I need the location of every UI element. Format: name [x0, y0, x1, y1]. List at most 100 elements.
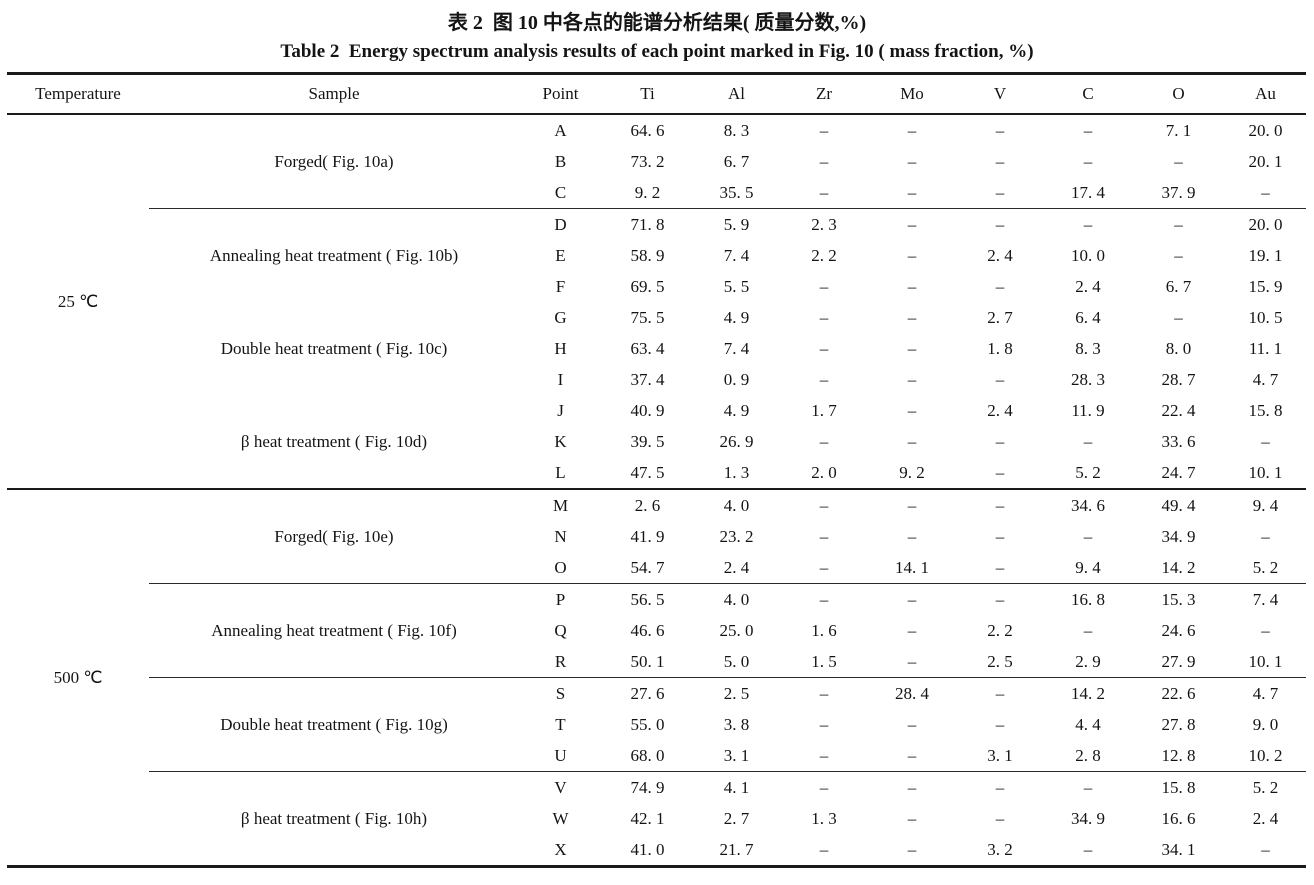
value-cell: –	[907, 589, 917, 609]
column-header-al: Al	[693, 73, 780, 115]
table-row: β heat treatment ( Fig. 10h) V 74. 9 4. 1 – –…	[7, 772, 1306, 828]
value-cell: 1. 3	[811, 808, 837, 828]
value-cell: –	[819, 777, 829, 797]
point-cell: R	[519, 646, 602, 678]
value-cell: 3. 8	[723, 714, 750, 734]
value-cell: 7. 4	[723, 245, 750, 265]
value-cell: 2. 4	[1075, 276, 1101, 296]
value-cell: 5. 9	[723, 214, 750, 234]
value-cell: 2. 9	[1044, 646, 1132, 678]
table-row: Annealing heat treatment ( Fig. 10f) P 56.…	[7, 583, 1306, 678]
value-cell: 12. 8	[1132, 740, 1225, 772]
table-row: F 69. 5 5. 5 – – – 2. 4 6. 7 15. 9	[7, 271, 1306, 302]
value-cell: 41. 0	[630, 839, 665, 859]
sample-cell: Double heat treatment ( Fig. 10g)	[149, 677, 519, 772]
table-row: H 63. 4 7. 4 – – 1. 8 8. 3 8. 0 11. 1	[7, 333, 1306, 364]
sample-cell: β heat treatment ( Fig. 10d)	[149, 395, 519, 490]
column-header-o: O	[1132, 73, 1225, 115]
value-cell: –	[907, 338, 917, 358]
value-cell: 2. 4	[987, 400, 1013, 420]
point-cell: I	[557, 369, 564, 389]
table-row: N 41. 9 23. 2 – – – – 34. 9 –	[7, 521, 1306, 552]
value-cell: –	[995, 683, 1005, 703]
value-cell: 7. 4	[1252, 589, 1279, 609]
value-cell: –	[995, 151, 1005, 171]
value-cell: 9. 2	[868, 457, 956, 490]
value-cell: 16. 8	[1071, 589, 1105, 609]
table-row: O 54. 7 2. 4–14. 1–9. 4 14. 2 5. 2	[7, 552, 1306, 584]
value-cell: 20. 0	[1248, 120, 1283, 140]
value-cell: 5. 2	[1225, 552, 1306, 584]
point-cell: X	[554, 839, 567, 859]
value-cell: 2. 8	[1044, 740, 1132, 772]
value-cell: 10. 1	[1225, 646, 1306, 678]
value-cell: –	[956, 177, 1044, 209]
value-cell: –	[907, 214, 917, 234]
value-cell: 11. 9	[1071, 400, 1105, 420]
column-header-zr: Zr	[780, 73, 868, 115]
table-row: W 42. 1 2. 7 1. 3 – – 34. 9 16. 6 2. 4	[7, 803, 1306, 834]
value-cell: –	[780, 177, 868, 209]
value-cell: –	[995, 714, 1005, 734]
value-cell: 71. 8	[630, 214, 665, 234]
value-cell: –	[1083, 431, 1093, 451]
value-cell: 9. 4	[1252, 495, 1279, 515]
value-cell: 34. 1	[1161, 839, 1196, 859]
value-cell: 54. 7	[602, 552, 693, 584]
column-header-temperature: Temperature	[7, 73, 149, 115]
value-cell: 1. 7	[811, 400, 837, 420]
value-cell: 15. 8	[1161, 777, 1196, 797]
value-cell: –	[868, 740, 956, 772]
value-cell: 15. 8	[1248, 400, 1283, 420]
value-cell: –	[1083, 214, 1093, 234]
value-cell: 25. 0	[719, 620, 754, 640]
value-cell: 24. 6	[1161, 620, 1196, 640]
value-cell: 34. 6	[1071, 495, 1105, 515]
value-cell: 20. 1	[1248, 151, 1283, 171]
table-row: T 55. 0 3. 8 – – – 4. 4 27. 8 9. 0	[7, 709, 1306, 740]
value-cell: –	[868, 646, 956, 678]
value-cell: 64. 6	[630, 120, 665, 140]
value-cell: 6. 7	[723, 151, 750, 171]
value-cell: 1. 8	[987, 338, 1013, 358]
point-cell: Q	[554, 620, 567, 640]
point-cell: E	[555, 245, 566, 265]
value-cell: –	[819, 714, 829, 734]
value-cell: 10. 0	[1071, 245, 1105, 265]
value-cell: 4. 9	[723, 400, 750, 420]
value-cell: –	[819, 839, 829, 859]
value-cell: 10. 5	[1248, 307, 1283, 327]
value-cell: 21. 7	[719, 839, 754, 859]
value-cell: –	[907, 400, 917, 420]
value-cell: 0. 9	[723, 369, 750, 389]
value-cell: –	[907, 369, 917, 389]
value-cell: –	[1261, 839, 1270, 859]
value-cell: –	[995, 808, 1005, 828]
value-cell: 1. 5	[780, 646, 868, 678]
sample-cell: β heat treatment ( Fig. 10h)	[240, 808, 428, 828]
value-cell: 9. 0	[1252, 714, 1279, 734]
value-cell: 4. 7	[1252, 683, 1279, 703]
value-cell: 1. 6	[811, 620, 837, 640]
value-cell: –	[907, 777, 917, 797]
point-cell: D	[554, 214, 567, 234]
value-cell: 4. 9	[723, 307, 750, 327]
value-cell: –	[868, 177, 956, 209]
value-cell: –	[1261, 431, 1270, 451]
value-cell: 41. 9	[630, 526, 665, 546]
table-title-chinese: 表 2 图 10 中各点的能谱分析结果( 质量分数,%)	[447, 12, 867, 34]
column-header-sample: Sample	[149, 73, 519, 115]
value-cell: 3. 1	[956, 740, 1044, 772]
value-cell: –	[907, 307, 917, 327]
value-cell: –	[780, 552, 868, 584]
value-cell: 56. 5	[630, 589, 665, 609]
value-cell: 16. 6	[1161, 808, 1196, 828]
value-cell: 3. 2	[987, 839, 1013, 859]
value-cell: 10. 1	[1225, 457, 1306, 490]
value-cell: 4. 7	[1252, 369, 1279, 389]
value-cell: 46. 6	[630, 620, 665, 640]
value-cell: 4. 0	[723, 589, 750, 609]
value-cell: 15. 3	[1161, 589, 1196, 609]
table-row: R 50. 1 5. 0 1. 5–2. 5 2. 9 27. 9 10. 1	[7, 646, 1306, 678]
sample-cell: Forged( Fig. 10a)	[149, 114, 519, 209]
